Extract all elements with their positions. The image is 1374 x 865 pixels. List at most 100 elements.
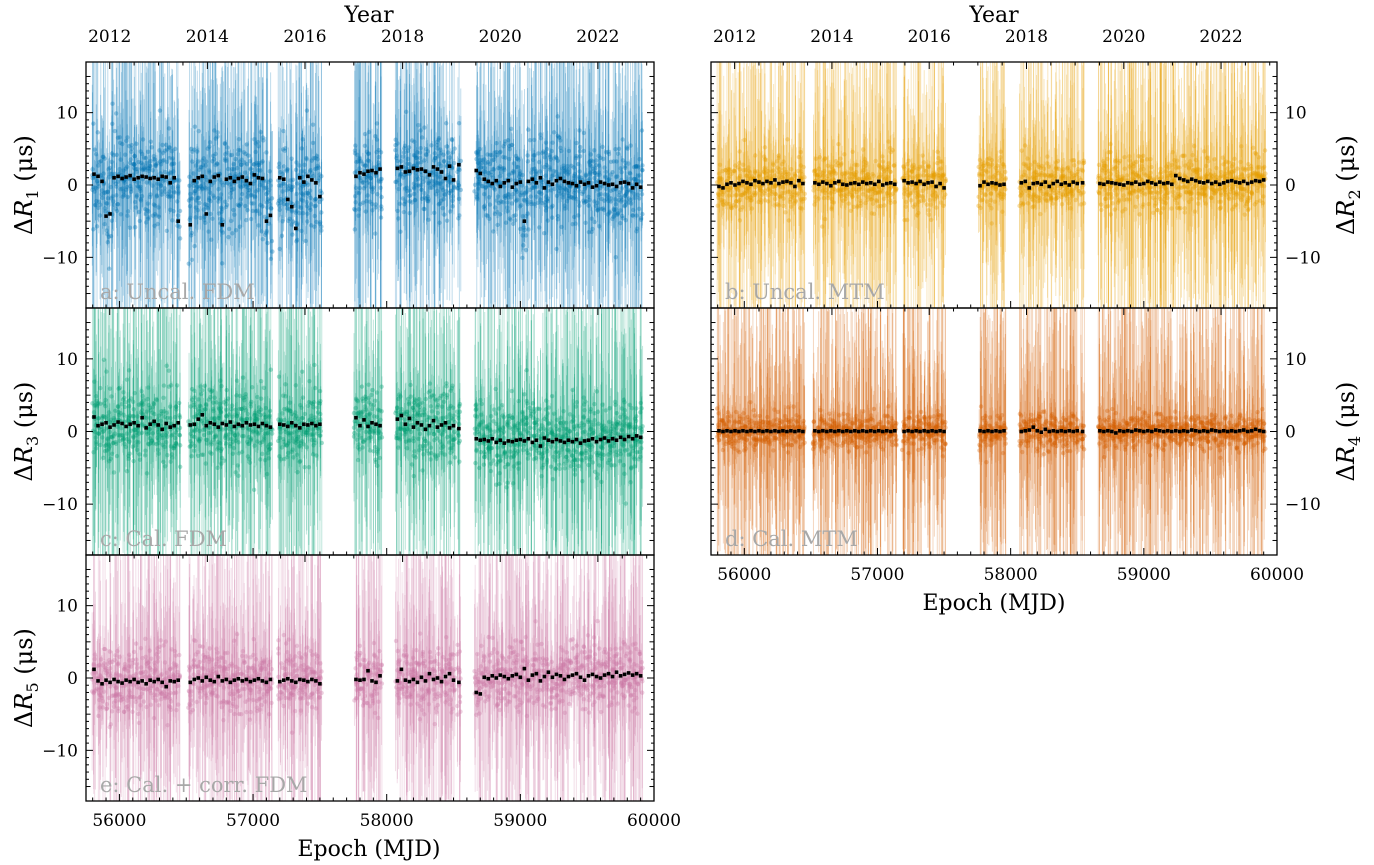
binned-mean-point <box>100 179 104 184</box>
measurement-point <box>393 137 398 142</box>
measurement-point <box>109 218 115 223</box>
measurement-point <box>217 216 223 221</box>
measurement-point <box>144 180 149 185</box>
measurement-point <box>759 188 764 193</box>
measurement-point <box>96 181 101 186</box>
measurement-point <box>356 190 362 196</box>
measurement-point <box>515 156 520 161</box>
measurement-point <box>155 221 160 227</box>
binned-mean-point <box>168 181 172 185</box>
measurement-point <box>568 194 574 200</box>
measurement-point <box>769 177 774 182</box>
measurement-point <box>741 167 746 173</box>
measurement-point <box>615 212 620 217</box>
binned-mean-point <box>594 183 599 188</box>
measurement-point <box>581 130 587 136</box>
measurement-point <box>863 163 868 168</box>
measurement-point <box>798 163 804 168</box>
measurement-point <box>782 170 787 175</box>
measurement-point <box>398 172 403 178</box>
measurement-point <box>880 164 886 169</box>
measurement-point <box>424 147 429 152</box>
binned-mean-point <box>310 178 314 182</box>
measurement-point <box>576 161 581 167</box>
measurement-point <box>360 162 366 167</box>
measurement-point <box>94 198 99 204</box>
measurement-point <box>172 178 177 184</box>
measurement-point <box>160 158 166 164</box>
measurement-point <box>728 185 733 191</box>
measurement-point <box>792 171 798 177</box>
measurement-point <box>543 140 549 145</box>
measurement-point <box>90 187 95 192</box>
binned-mean-point <box>306 174 310 179</box>
binned-mean-point <box>638 185 643 189</box>
measurement-point <box>297 210 302 216</box>
measurement-point <box>769 176 774 181</box>
measurement-point <box>151 202 157 207</box>
measurement-point <box>294 237 300 243</box>
measurement-point <box>578 144 583 150</box>
measurement-point <box>112 202 117 208</box>
measurement-point <box>746 168 752 174</box>
measurement-point <box>762 198 768 203</box>
measurement-point <box>849 171 854 177</box>
measurement-point <box>873 158 878 164</box>
measurement-point <box>434 192 439 197</box>
measurement-point <box>721 189 726 195</box>
measurement-point <box>193 215 198 220</box>
measurement-point <box>435 188 440 194</box>
measurement-point <box>603 150 609 155</box>
measurement-point <box>828 170 833 175</box>
measurement-point <box>627 170 632 176</box>
measurement-point <box>191 183 196 188</box>
measurement-point <box>772 196 778 202</box>
measurement-point <box>800 172 805 177</box>
measurement-point <box>623 160 628 165</box>
measurement-point <box>903 204 909 209</box>
measurement-point <box>917 164 923 170</box>
measurement-point <box>820 174 826 179</box>
measurement-point <box>549 173 555 179</box>
measurement-point <box>817 155 823 160</box>
measurement-point <box>363 175 369 180</box>
measurement-point <box>592 219 597 225</box>
measurement-point <box>225 150 230 155</box>
measurement-point <box>761 176 767 182</box>
measurement-point <box>836 142 841 147</box>
measurement-point <box>441 159 447 164</box>
measurement-point <box>843 186 849 191</box>
measurement-point <box>403 186 408 191</box>
measurement-point <box>290 232 295 237</box>
measurement-point <box>483 161 488 166</box>
measurement-point <box>586 194 591 199</box>
measurement-point <box>117 166 122 172</box>
measurement-point <box>357 155 362 161</box>
measurement-point <box>147 166 152 171</box>
binned-mean-point <box>124 175 128 179</box>
measurement-point <box>548 157 553 162</box>
measurement-point <box>405 156 411 162</box>
measurement-point <box>542 164 547 170</box>
measurement-point <box>420 176 426 181</box>
measurement-point <box>284 188 289 193</box>
measurement-point <box>631 164 637 170</box>
measurement-point <box>316 175 322 181</box>
measurement-point <box>452 185 457 190</box>
measurement-point <box>736 176 741 181</box>
measurement-point <box>828 180 833 185</box>
measurement-point <box>572 190 577 196</box>
measurement-point <box>840 188 846 193</box>
measurement-point <box>146 215 151 220</box>
measurement-point <box>542 230 547 236</box>
measurement-point <box>830 177 836 182</box>
measurement-point <box>407 188 412 193</box>
measurement-point <box>535 200 541 206</box>
measurement-point <box>887 145 893 151</box>
measurement-point <box>545 198 551 204</box>
measurement-point <box>857 176 862 182</box>
binned-mean-point <box>451 178 456 182</box>
measurement-point <box>513 187 519 192</box>
measurement-point <box>616 146 622 151</box>
measurement-point <box>734 192 739 197</box>
